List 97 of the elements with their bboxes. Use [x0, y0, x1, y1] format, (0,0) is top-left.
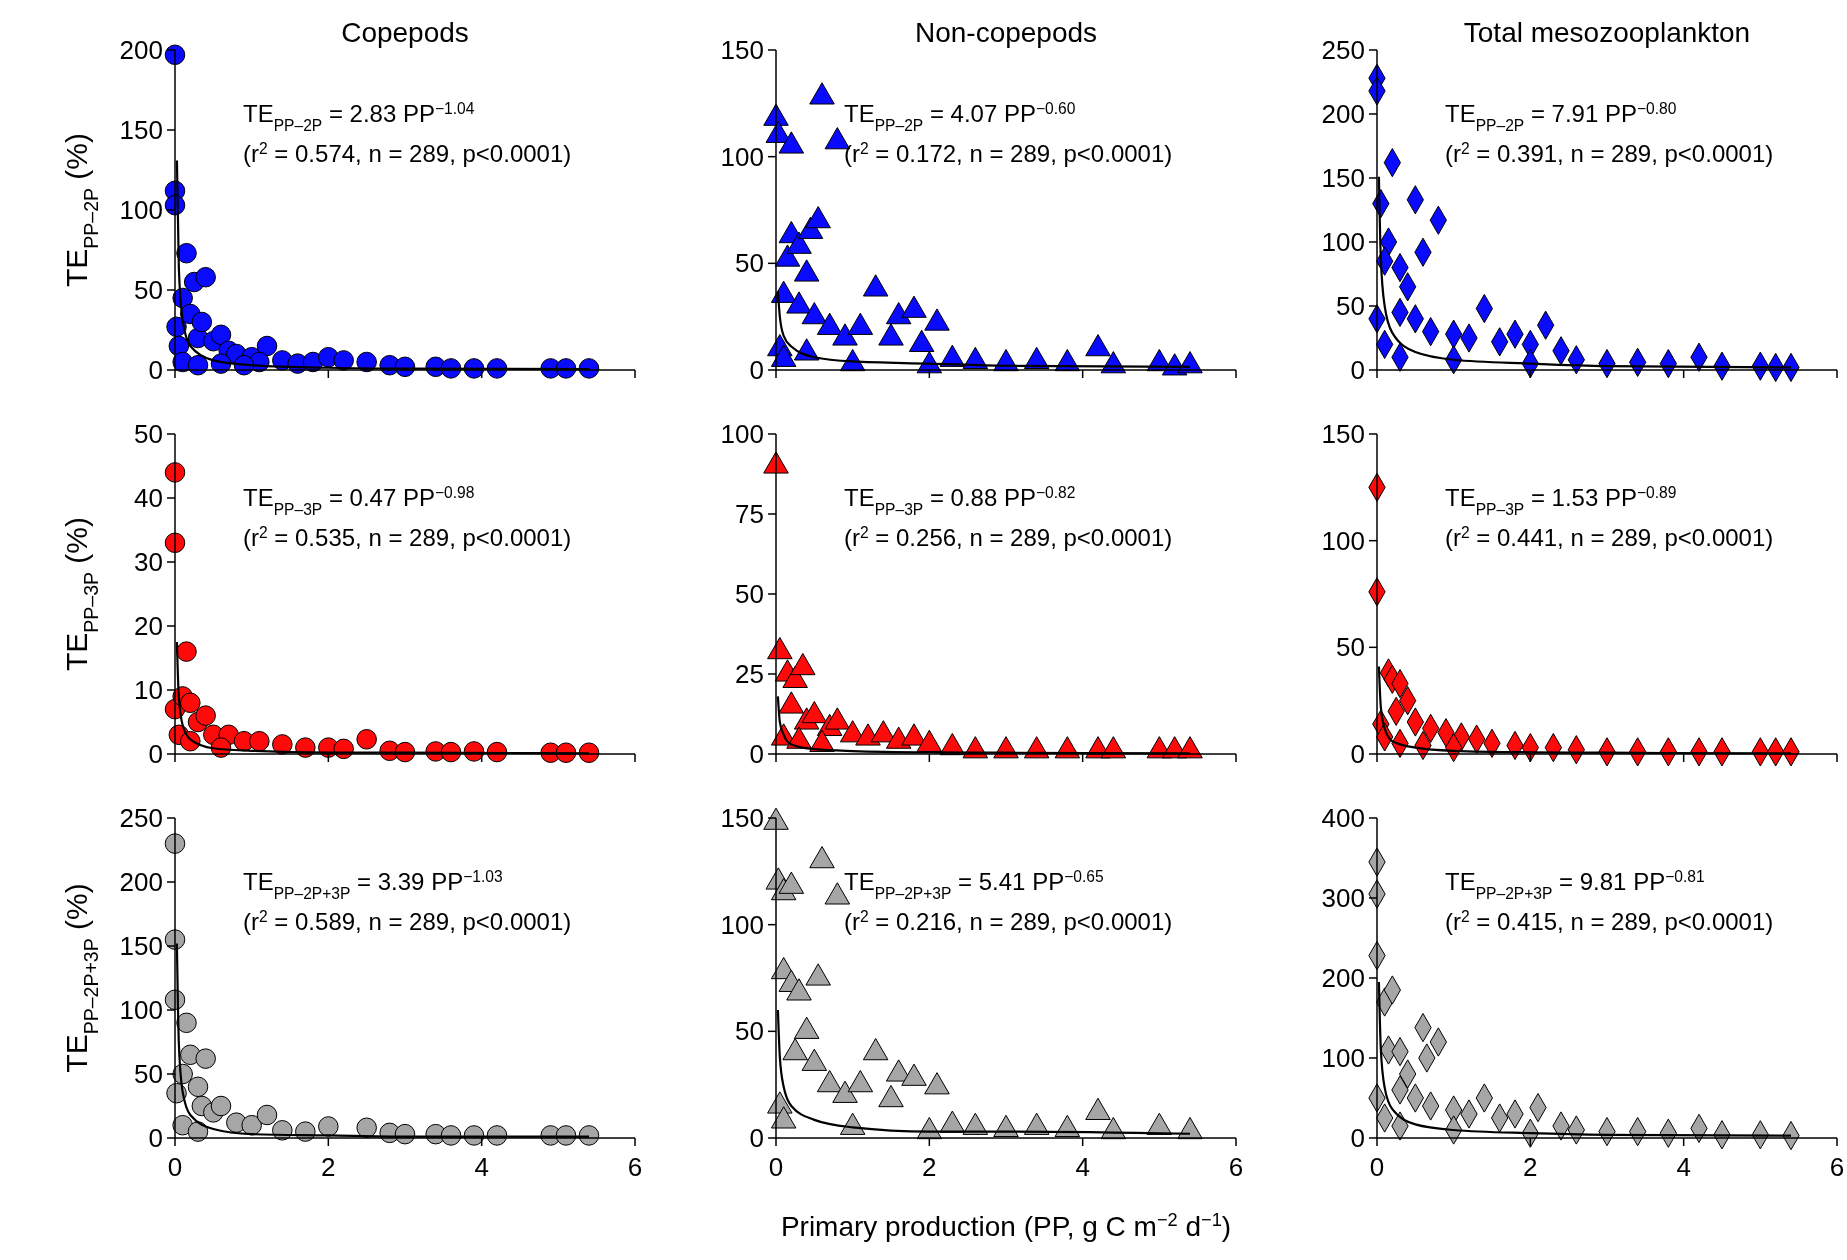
- y-tick-label: 50: [134, 1059, 163, 1090]
- y-tick-label: 40: [134, 483, 163, 514]
- annotation: (r$^{2}$ = 0.216, n = 289, p<0.0001): [844, 907, 1173, 935]
- y-tick-label: 200: [119, 35, 163, 66]
- y-tick-label: 0: [1350, 355, 1365, 386]
- annotation: TE$_{PP–3P}$ = 1.53 PP$^{−0.89}$: [1445, 483, 1677, 518]
- y-tick-label: 50: [134, 275, 163, 306]
- y-tick-label: 50: [134, 419, 163, 450]
- x-tick-label: 0: [1369, 1152, 1385, 1182]
- point: [195, 266, 216, 288]
- x-tick-label: 6: [627, 1152, 643, 1182]
- point: [176, 242, 197, 264]
- y-tick-label: 100: [720, 909, 764, 940]
- x-tick-label: 2: [922, 1152, 937, 1182]
- annotation: TE$_{PP–2P+3P}$ = 9.81 PP$^{−0.81}$: [1445, 867, 1705, 902]
- y-tick-label: 0: [749, 1123, 764, 1154]
- x-tick-label: 2: [1523, 1152, 1538, 1182]
- y-tick-label: 0: [148, 1123, 163, 1154]
- y-tick-label: 100: [720, 141, 764, 172]
- annotation: TE$_{PP–2P}$ = 2.83 PP$^{−1.04}$: [243, 99, 475, 134]
- annotation: (r$^{2}$ = 0.415, n = 289, p<0.0001): [1445, 907, 1774, 935]
- x-tick-label: 6: [1228, 1152, 1244, 1182]
- y-tick-label: 0: [148, 355, 163, 386]
- y-tick-label: 100: [1321, 1043, 1365, 1074]
- point: [195, 1048, 216, 1069]
- y-tick-label: 300: [1321, 883, 1365, 914]
- y-tick-label: 10: [134, 675, 163, 706]
- annotation: TE$_{PP–2P+3P}$ = 3.39 PP$^{−1.03}$: [243, 867, 503, 902]
- y-tick-label: 100: [720, 419, 764, 450]
- y-tick-label: 100: [1321, 525, 1365, 556]
- y-tick-label: 200: [1321, 99, 1365, 130]
- point: [187, 1076, 209, 1098]
- annotation: TE$_{PP–3P}$ = 0.47 PP$^{−0.98}$: [243, 483, 475, 518]
- x-tick-label: 0: [167, 1152, 183, 1182]
- y-tick-label: 0: [749, 355, 764, 386]
- point: [210, 1095, 232, 1117]
- y-tick-label: 25: [735, 659, 764, 690]
- point: [195, 705, 216, 726]
- y-tick-label: 150: [720, 803, 764, 834]
- annotation: (r$^{2}$ = 0.172, n = 289, p<0.0001): [844, 139, 1173, 167]
- y-tick-label: 50: [735, 1016, 764, 1047]
- annotation: (r$^{2}$ = 0.256, n = 289, p<0.0001): [844, 523, 1173, 551]
- y-tick-label: 20: [134, 611, 163, 642]
- point: [210, 324, 232, 346]
- y-tick-label: 200: [119, 867, 163, 898]
- point: [176, 1012, 197, 1034]
- y-tick-label: 0: [749, 739, 764, 770]
- y-tick-label: 250: [1321, 35, 1365, 66]
- y-tick-label: 150: [119, 115, 163, 146]
- point: [256, 1104, 278, 1126]
- chart-title: Copepods: [341, 17, 469, 48]
- y-tick-label: 75: [735, 499, 764, 530]
- y-tick-label: 150: [119, 931, 163, 962]
- y-tick-label: 150: [1321, 163, 1365, 194]
- annotation: TE$_{PP–2P+3P}$ = 5.41 PP$^{−0.65}$: [844, 867, 1104, 902]
- x-axis-title: Primary production (PP, g C m$^{−2}$ d$^{−1}$): [780, 1210, 1232, 1242]
- annotation: (r$^{2}$ = 0.574, n = 289, p<0.0001): [243, 139, 572, 167]
- point: [318, 1116, 339, 1137]
- y-tick-label: 150: [720, 35, 764, 66]
- point: [356, 729, 377, 750]
- x-tick-label: 4: [1676, 1152, 1691, 1182]
- annotation: (r$^{2}$ = 0.391, n = 289, p<0.0001): [1445, 139, 1774, 167]
- y-tick-label: 100: [1321, 227, 1365, 258]
- y-tick-label: 50: [735, 579, 764, 610]
- y-tick-label: 150: [1321, 419, 1365, 450]
- annotation: TE$_{PP–2P}$ = 7.91 PP$^{−0.80}$: [1445, 99, 1677, 134]
- x-tick-label: 0: [768, 1152, 784, 1182]
- chart-title: Total mesozooplankton: [1463, 17, 1751, 48]
- y-tick-label: 50: [735, 248, 764, 279]
- x-tick-label: 6: [1829, 1152, 1845, 1182]
- y-tick-label: 250: [119, 803, 163, 834]
- point: [176, 641, 197, 662]
- y-tick-label: 50: [1336, 632, 1365, 663]
- annotation: (r$^{2}$ = 0.589, n = 289, p<0.0001): [243, 907, 572, 935]
- point: [164, 44, 186, 66]
- annotation: TE$_{PP–2P}$ = 4.07 PP$^{−0.60}$: [844, 99, 1076, 134]
- y-tick-label: 100: [119, 195, 163, 226]
- point: [180, 692, 201, 714]
- y-tick-label: 0: [1350, 1123, 1365, 1154]
- point: [256, 335, 278, 357]
- y-tick-label: 50: [1336, 291, 1365, 322]
- y-tick-label: 200: [1321, 963, 1365, 994]
- y-tick-label: 0: [1350, 739, 1365, 770]
- y-tick-label: 100: [119, 995, 163, 1026]
- annotation: TE$_{PP–3P}$ = 0.88 PP$^{−0.82}$: [844, 483, 1076, 518]
- point: [241, 1114, 262, 1136]
- point: [191, 311, 213, 333]
- chart-title: Non-copepods: [914, 17, 1098, 48]
- y-tick-label: 30: [134, 547, 163, 578]
- annotation: (r$^{2}$ = 0.535, n = 289, p<0.0001): [243, 523, 572, 551]
- x-tick-label: 2: [321, 1152, 336, 1182]
- y-tick-label: 400: [1321, 803, 1365, 834]
- y-tick-label: 0: [148, 739, 163, 770]
- x-tick-label: 4: [474, 1152, 489, 1182]
- x-tick-label: 4: [1075, 1152, 1090, 1182]
- point: [249, 730, 270, 752]
- annotation: (r$^{2}$ = 0.441, n = 289, p<0.0001): [1445, 523, 1774, 551]
